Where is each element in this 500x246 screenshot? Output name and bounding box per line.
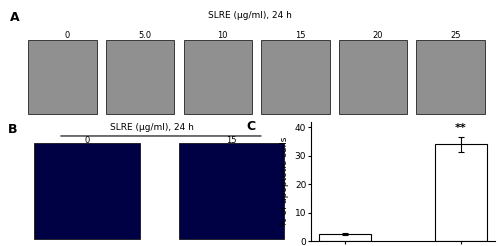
Text: SLRE (μg/ml), 24 h: SLRE (μg/ml), 24 h (110, 123, 194, 132)
Text: 10: 10 (217, 31, 228, 40)
FancyBboxPatch shape (178, 143, 284, 239)
FancyBboxPatch shape (34, 143, 140, 239)
Text: **: ** (455, 123, 466, 133)
Text: 0: 0 (64, 31, 70, 40)
Text: 5.0: 5.0 (138, 31, 151, 40)
Text: A: A (10, 11, 20, 24)
FancyBboxPatch shape (184, 40, 252, 114)
Text: 0: 0 (84, 136, 90, 145)
Text: C: C (247, 121, 256, 134)
Text: SLRE (μg/ml), 24 h: SLRE (μg/ml), 24 h (208, 11, 292, 20)
Text: B: B (8, 123, 18, 136)
Text: 15: 15 (295, 31, 306, 40)
Text: 25: 25 (450, 31, 460, 40)
FancyBboxPatch shape (339, 40, 407, 114)
Text: 15: 15 (226, 136, 237, 145)
Y-axis label: % of apoptotic cells: % of apoptotic cells (280, 137, 289, 226)
Bar (435, 144, 486, 241)
Bar (320, 234, 372, 241)
FancyBboxPatch shape (261, 40, 330, 114)
FancyBboxPatch shape (28, 40, 97, 114)
Text: 20: 20 (372, 31, 383, 40)
FancyBboxPatch shape (106, 40, 174, 114)
FancyBboxPatch shape (416, 40, 484, 114)
